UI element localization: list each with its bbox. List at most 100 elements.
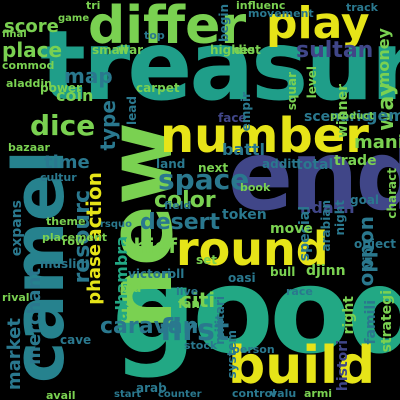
word-ndash: ndash: [300, 198, 355, 217]
word-muslim: muslim: [40, 257, 89, 271]
word-battl: battl: [222, 140, 266, 159]
word-final: tri: [86, 0, 101, 12]
word-power: power: [40, 81, 82, 95]
word-mani: mani: [354, 132, 400, 153]
word-djinn: djinn: [306, 263, 346, 279]
word-empir: lead: [125, 96, 139, 125]
word-arab: arab: [136, 381, 167, 395]
word-gem: gem: [366, 106, 400, 125]
word-treasur: treasur: [40, 10, 400, 122]
word-field: fan: [178, 297, 200, 311]
word-avail: avail: [46, 389, 76, 400]
word-roll: roll: [162, 267, 185, 281]
word-score: score: [4, 16, 59, 37]
word-place: place: [2, 38, 63, 62]
word-money: money: [374, 28, 393, 89]
word-trade: trade: [334, 153, 377, 169]
word-good: good: [112, 242, 400, 380]
word-famili: famili: [363, 300, 379, 345]
word-build: build: [228, 336, 376, 396]
word-valu: valu: [270, 387, 297, 400]
word-movement: track: [346, 1, 378, 14]
word-product: product: [330, 111, 374, 122]
word-charact: charact: [385, 168, 399, 219]
word-next: next: [198, 161, 229, 175]
word-market: market: [4, 318, 25, 391]
word-win: win: [361, 248, 375, 272]
word-start: start: [114, 389, 142, 400]
word-stock: stock: [184, 339, 218, 352]
word-first: first: [160, 313, 230, 348]
word-aladdin: field: [164, 199, 192, 212]
word-commod: rsquo: [100, 219, 133, 230]
word-person: person: [232, 343, 275, 356]
word-squar: level: [305, 66, 319, 99]
word-differ: differ: [88, 0, 247, 56]
word-goal: goal: [350, 193, 380, 207]
word-coin: coin: [56, 86, 94, 105]
word-race: race: [286, 285, 313, 298]
word-cave: cave: [60, 333, 92, 347]
word-small: game: [58, 13, 90, 24]
word-face: face: [218, 111, 247, 125]
word-game: final: [2, 29, 27, 40]
word-color: color: [154, 188, 216, 213]
word-princ: begin: [217, 4, 231, 42]
word-right: right: [341, 296, 357, 335]
word-round: round: [176, 222, 329, 276]
word-placement: placement: [42, 231, 108, 244]
word-sultan: sultan: [296, 38, 374, 63]
word-thief: thief: [124, 234, 177, 258]
word-move: move: [270, 221, 313, 237]
word-number: number: [160, 108, 369, 164]
word-side: die: [234, 43, 255, 57]
word-time: time: [44, 152, 90, 173]
word-bazaar: bazaar: [8, 141, 50, 154]
word-carpet: empir: [239, 92, 253, 132]
word-expans: expans: [9, 200, 25, 257]
word-rival: rival: [2, 291, 30, 304]
word-phase: phase: [84, 244, 105, 305]
word-die: highest: [210, 43, 261, 57]
word-cultur: cultur: [40, 171, 77, 184]
word-bid: bid: [120, 281, 142, 295]
word-victori: victori: [128, 267, 172, 281]
word-dice: dice: [30, 109, 96, 142]
word-figur: aladdin: [6, 77, 52, 90]
word-histori: histori: [335, 340, 351, 392]
word-object: object: [354, 237, 396, 251]
word-rsquo: live: [176, 285, 199, 298]
word-caravan: caravan: [100, 314, 199, 339]
word-merchant: merchant: [24, 268, 45, 365]
word-strategi: strategi: [379, 290, 395, 353]
word-citi: citi: [180, 288, 216, 312]
word-theme: theme: [46, 215, 86, 228]
word-counter: counter: [158, 389, 202, 400]
word-row: row: [62, 235, 86, 248]
word-total: total: [296, 157, 334, 173]
word-type: type: [96, 100, 120, 151]
word-desert: desert: [140, 210, 221, 235]
word-scenario: scenario: [304, 109, 371, 125]
word-adventurstori: war: [118, 43, 144, 57]
word-war: small: [92, 43, 128, 57]
word-oasi: oasi: [228, 271, 256, 285]
word-bull: bull: [270, 265, 296, 279]
word-land: land: [156, 157, 186, 171]
word-end: end: [228, 120, 400, 232]
word-map: map: [64, 64, 113, 88]
word-worker: squar: [285, 72, 299, 111]
word-guard: commod: [2, 59, 55, 72]
word-control: control: [232, 387, 276, 400]
word-book: book: [240, 181, 271, 194]
word-token: token: [222, 207, 267, 223]
word-influenc: movement: [248, 7, 314, 20]
word-begin: top: [144, 29, 165, 42]
word-night: night: [333, 200, 347, 236]
word-play: play: [266, 0, 370, 49]
word-arabian: arabian: [319, 200, 333, 252]
word-highest: carpet: [136, 81, 180, 95]
word-space: space: [158, 163, 250, 196]
word-sever: influenc: [236, 0, 286, 12]
